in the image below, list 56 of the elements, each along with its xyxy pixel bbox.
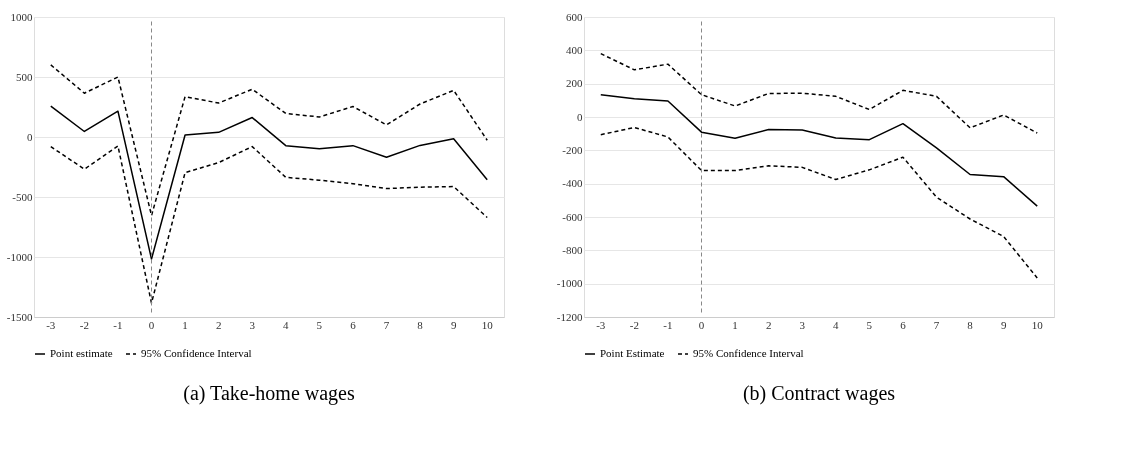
y-tick-label: -1000 bbox=[556, 277, 583, 290]
line-series bbox=[50, 145, 488, 304]
x-tick-label: 10 bbox=[481, 318, 494, 331]
y-tick-label: -400 bbox=[562, 177, 583, 190]
x-tick-label: 6 bbox=[900, 318, 907, 331]
x-tick-label: 2 bbox=[215, 318, 222, 331]
x-tick-label: -3 bbox=[46, 318, 56, 331]
legend-label: Point estimate bbox=[50, 347, 113, 359]
x-tick-label: 10 bbox=[1031, 318, 1044, 331]
y-tick-label: -800 bbox=[562, 243, 583, 256]
y-tick-label: 200 bbox=[566, 77, 583, 90]
y-tick-label: -1500 bbox=[6, 310, 33, 323]
line-series bbox=[50, 105, 488, 260]
x-tick-label: 0 bbox=[148, 318, 155, 331]
x-tick-label: 8 bbox=[967, 318, 974, 331]
y-tick-label: 1000 bbox=[10, 10, 33, 23]
x-tick-label: 6 bbox=[350, 318, 357, 331]
x-tick-label: 1 bbox=[182, 318, 188, 331]
x-tick-label: 3 bbox=[249, 318, 256, 331]
x-tick-label: -3 bbox=[596, 318, 606, 331]
y-tick-label: 500 bbox=[16, 70, 33, 83]
legend-label: 95% Confidence Interval bbox=[693, 347, 804, 359]
legend-label: Point Estimate bbox=[600, 347, 665, 359]
y-tick-label: -1200 bbox=[556, 310, 583, 323]
x-tick-label: 4 bbox=[833, 318, 840, 331]
y-tick-label: -1000 bbox=[6, 250, 33, 263]
x-tick-label: 0 bbox=[698, 318, 705, 331]
y-tick-label: 400 bbox=[566, 43, 583, 56]
x-tick-label: 7 bbox=[383, 318, 390, 331]
line-series bbox=[600, 52, 1038, 134]
x-tick-label: 5 bbox=[866, 318, 873, 331]
x-tick-label: -1 bbox=[113, 318, 123, 331]
x-tick-label: 1 bbox=[732, 318, 738, 331]
y-tick-label: -200 bbox=[562, 143, 583, 156]
x-tick-label: -1 bbox=[663, 318, 673, 331]
x-tick-label: 2 bbox=[765, 318, 772, 331]
x-tick-label: 9 bbox=[450, 318, 457, 331]
x-tick-label: 3 bbox=[799, 318, 806, 331]
y-tick-label: -600 bbox=[562, 210, 583, 223]
line-series bbox=[600, 93, 1038, 207]
y-tick-label: -500 bbox=[12, 190, 33, 203]
y-tick-label: 0 bbox=[27, 130, 33, 143]
y-tick-label: 0 bbox=[577, 110, 583, 123]
x-tick-label: -2 bbox=[79, 318, 89, 331]
text: (a) Take-home wages bbox=[183, 382, 355, 405]
x-tick-label: 8 bbox=[417, 318, 424, 331]
legend-label: 95% Confidence Interval bbox=[141, 347, 252, 359]
x-tick-label: 7 bbox=[933, 318, 940, 331]
x-tick-label: 5 bbox=[316, 318, 323, 331]
line-series bbox=[50, 64, 488, 217]
x-tick-label: 9 bbox=[1000, 318, 1007, 331]
line-series bbox=[600, 126, 1038, 279]
y-tick-label: 600 bbox=[566, 10, 583, 23]
x-tick-label: -2 bbox=[629, 318, 639, 331]
x-tick-label: 4 bbox=[283, 318, 290, 331]
text: (b) Contract wages bbox=[742, 382, 896, 405]
